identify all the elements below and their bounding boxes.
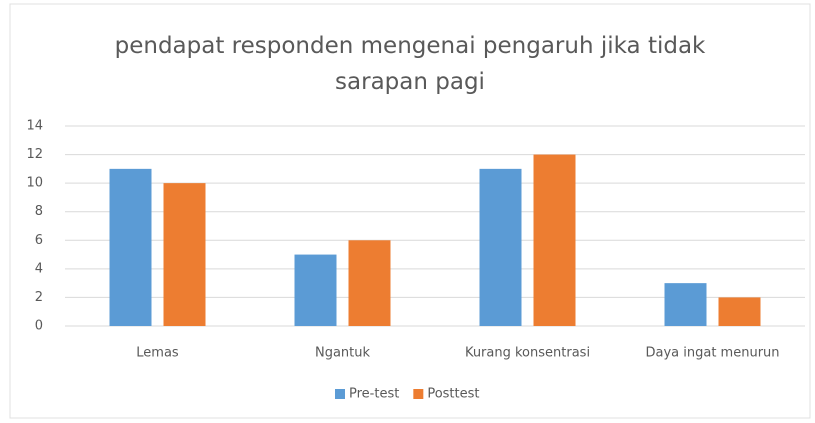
- chart-title: pendapat responden mengenai pengaruh jik…: [114, 33, 706, 95]
- x-tick-label: Lemas: [136, 346, 179, 361]
- chart-border: [9, 3, 811, 419]
- bar: [664, 283, 707, 326]
- x-tick-label: Ngantuk: [315, 346, 371, 361]
- bar: [718, 297, 761, 326]
- legend-label: Posttest: [427, 387, 479, 402]
- y-tick-label: 4: [35, 261, 43, 276]
- x-tick-label: Daya ingat menurun: [645, 346, 779, 361]
- bar: [479, 168, 522, 326]
- y-tick-label: 6: [35, 233, 43, 248]
- legend-label: Pre-test: [349, 387, 399, 402]
- y-tick-label: 12: [26, 147, 43, 162]
- y-tick-label: 2: [35, 290, 43, 305]
- y-tick-label: 0: [35, 319, 43, 334]
- x-tick-label: Kurang konsentrasi: [465, 346, 590, 361]
- bar: [533, 154, 576, 326]
- legend-swatch: [413, 389, 424, 399]
- bar: [109, 168, 152, 326]
- y-tick-label: 8: [35, 204, 43, 219]
- bar: [294, 254, 337, 326]
- bar: [348, 240, 391, 326]
- y-tick-label: 14: [26, 119, 43, 134]
- legend-swatch: [335, 389, 345, 399]
- bar: [163, 183, 206, 326]
- y-tick-label: 10: [26, 176, 43, 191]
